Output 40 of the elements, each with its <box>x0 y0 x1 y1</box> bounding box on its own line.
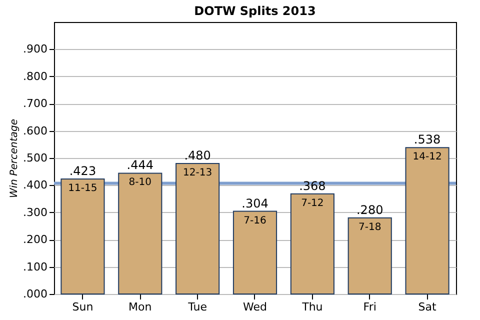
x-tick-label: Tue <box>187 300 208 314</box>
annotation: 12-13 <box>183 167 212 178</box>
bar <box>232 210 278 294</box>
y-tick-label: .400 <box>23 178 48 192</box>
bar <box>348 217 392 294</box>
data-label: .304 <box>242 196 268 210</box>
x-tick-label: Wed <box>243 300 267 314</box>
data-label: .444 <box>126 158 154 172</box>
annotation: 8-10 <box>128 177 152 188</box>
annotation: 7-12 <box>301 198 324 209</box>
y-tick-label: .300 <box>23 206 48 219</box>
chart-title: DOTW Splits 2013 <box>194 4 316 18</box>
annotation: 14-12 <box>412 152 442 163</box>
bar <box>176 162 220 294</box>
y-tick-label: .900 <box>23 42 48 56</box>
x-tick-label: Sun <box>72 300 94 314</box>
y-tick-label: .200 <box>23 233 48 246</box>
data-label: .423 <box>69 164 96 178</box>
bar <box>405 147 450 294</box>
y-tick-label: .600 <box>23 124 48 138</box>
y-tick-label: .800 <box>23 70 48 83</box>
y-tick-label: .000 <box>23 288 48 300</box>
annotation: 7-18 <box>358 222 382 233</box>
bar <box>60 178 105 294</box>
x-tick-label: Sat <box>418 300 437 314</box>
annotation: 11-15 <box>68 182 98 194</box>
data-label: .280 <box>356 202 384 217</box>
y-tick-label: .700 <box>23 97 48 110</box>
bar <box>290 193 334 294</box>
y-axis-title: Win Percentage <box>9 118 20 198</box>
data-label: .480 <box>184 148 211 162</box>
data-label: .368 <box>299 178 326 193</box>
x-tick-label: Thu <box>301 300 323 314</box>
annotation: 7-16 <box>244 215 266 226</box>
data-label: .538 <box>414 132 441 147</box>
x-tick-label: Mon <box>128 300 152 314</box>
bar <box>118 172 162 294</box>
y-tick-label: .100 <box>23 260 48 274</box>
y-tick-label: .500 <box>23 152 48 164</box>
x-tick-label: Fri <box>363 300 376 314</box>
